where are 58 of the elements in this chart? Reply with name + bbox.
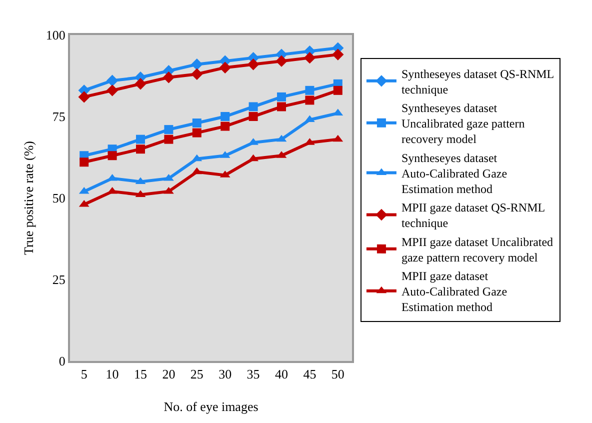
legend-label: Syntheseyes dataset Uncalibrated gaze pattern recovery model: [401, 101, 525, 146]
legend-label: Syntheseyes dataset QS-RNML technique: [401, 66, 554, 96]
point: [277, 102, 286, 112]
point: [191, 58, 203, 70]
point: [106, 74, 118, 86]
point: [277, 92, 286, 102]
point: [248, 112, 258, 121]
point: [248, 154, 258, 162]
point: [107, 186, 118, 194]
point: [136, 134, 145, 144]
point: [164, 186, 174, 194]
x-axis-title: No. of eye images: [164, 399, 258, 414]
y-tick-label: 0: [58, 354, 66, 369]
point: [78, 91, 90, 103]
legend-label: Syntheseyes dataset Auto-Calibrated Gaze Estimation method: [401, 150, 508, 196]
y-axis-title: True positive rate (%): [21, 141, 36, 255]
y-tick-label: 75: [52, 109, 66, 124]
y-tick-label: 25: [52, 272, 66, 288]
point: [276, 55, 288, 67]
point: [220, 122, 230, 131]
point: [164, 125, 174, 134]
point: [80, 158, 89, 167]
point: [191, 68, 203, 80]
point: [220, 112, 230, 121]
point: [164, 174, 174, 181]
legend-label: MPII gaze dataset QS-RNML technique: [401, 200, 546, 230]
x-tick-label: 35: [246, 366, 260, 382]
point: [332, 48, 344, 60]
point: [192, 128, 202, 138]
point: [107, 174, 118, 181]
point: [304, 115, 315, 122]
x-tick-label: 20: [162, 366, 176, 382]
x-tick-label: 25: [190, 366, 204, 382]
point: [333, 86, 342, 95]
point: [136, 144, 145, 154]
x-tick-label: 40: [275, 366, 288, 382]
point: [134, 78, 146, 90]
y-tick-label: 50: [52, 190, 66, 206]
x-tick-label: 5: [80, 366, 88, 382]
legend-label: MPII gaze dataset Uncalibrated gaze pattern recovery model: [401, 234, 554, 264]
point: [305, 96, 314, 105]
point: [219, 62, 231, 74]
point: [108, 151, 117, 160]
point: [248, 102, 258, 112]
x-tick-label: 50: [331, 366, 344, 382]
x-tick-label: 30: [218, 366, 232, 382]
point: [304, 52, 316, 64]
legend-label: MPII gaze dataset Auto-Calibrated Gaze Estimation method: [401, 269, 508, 314]
x-tick-label: 45: [303, 366, 316, 382]
point: [106, 84, 118, 96]
point: [162, 72, 175, 84]
x-tick-label: 15: [134, 366, 147, 382]
point: [305, 86, 314, 95]
point: [192, 118, 202, 128]
y-tick-label: 100: [46, 28, 66, 43]
point: [164, 134, 174, 144]
point: [247, 58, 260, 70]
x-tick-label: 10: [106, 366, 119, 382]
